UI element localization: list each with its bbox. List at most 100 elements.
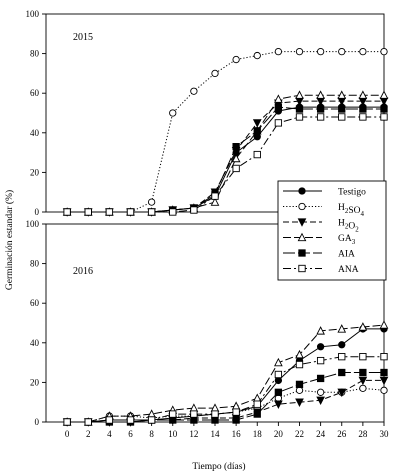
x-tick-label: 14 xyxy=(211,429,221,439)
series-line-h2so4 xyxy=(67,387,385,423)
data-point-aia xyxy=(190,416,198,424)
data-point-h2so4 xyxy=(316,388,325,396)
data-point-ga3 xyxy=(274,94,283,103)
data-point-h2so4 xyxy=(338,47,346,56)
data-point-h2so4 xyxy=(380,47,388,56)
data-point-h2so4 xyxy=(232,55,240,64)
series-line-testigo xyxy=(67,328,384,423)
x-tick-label: 6 xyxy=(128,429,133,439)
data-point-h2so4 xyxy=(211,69,219,78)
series-line-ga3 xyxy=(67,94,384,213)
data-point-h2o2 xyxy=(274,400,283,409)
x-tick-label: 22 xyxy=(295,429,304,439)
legend-marker-testigo xyxy=(298,187,306,195)
data-point-aia xyxy=(211,416,219,424)
data-point-ana xyxy=(232,408,240,416)
series-line-h2o2 xyxy=(67,100,384,213)
data-point-h2so4 xyxy=(380,386,388,394)
data-point-aia xyxy=(359,368,367,377)
y-axis-title: Germinación estandar (%) xyxy=(4,190,15,290)
data-point-ana xyxy=(295,360,304,369)
data-point-aia xyxy=(253,410,261,418)
data-point-aia xyxy=(338,105,346,113)
y-tick-label: 80 xyxy=(30,259,40,269)
data-point-h2so4 xyxy=(169,109,177,117)
data-point-ga3 xyxy=(210,197,220,206)
y-tick-label: 80 xyxy=(30,49,40,59)
series-line-h2o2 xyxy=(67,379,384,423)
legend-label-ga3: GA3 xyxy=(338,234,356,246)
data-point-aia xyxy=(232,416,240,424)
x-tick-label: 10 xyxy=(168,429,178,439)
data-point-ana xyxy=(190,206,198,214)
data-point-ana xyxy=(232,164,240,173)
data-point-ana xyxy=(253,150,261,159)
data-point-testigo xyxy=(338,341,346,349)
data-point-ga3 xyxy=(274,357,283,367)
data-point-ana xyxy=(105,208,114,216)
data-point-ana xyxy=(126,208,135,216)
data-point-ana xyxy=(105,416,114,424)
data-point-aia xyxy=(295,380,304,389)
y-tick-label: 20 xyxy=(30,167,40,177)
data-point-ana xyxy=(147,208,156,216)
data-point-ana xyxy=(338,113,346,121)
data-point-ga3 xyxy=(316,326,325,335)
y-tick-label: 100 xyxy=(26,9,40,19)
data-point-testigo xyxy=(316,343,325,351)
data-point-aia xyxy=(316,374,325,383)
data-point-ana xyxy=(359,113,367,121)
data-point-ga3 xyxy=(358,322,368,331)
data-point-aia xyxy=(169,416,177,424)
data-point-ana xyxy=(338,353,346,361)
data-point-ana xyxy=(211,410,219,418)
data-point-aia xyxy=(380,105,388,113)
data-point-h2o2 xyxy=(295,398,304,407)
data-point-h2so4 xyxy=(253,51,261,60)
legend-label-aia: AIA xyxy=(338,250,355,260)
data-point-ana xyxy=(190,410,198,418)
x-tick-label: 26 xyxy=(337,429,347,439)
data-point-ana xyxy=(63,208,71,216)
data-point-ana xyxy=(253,400,261,408)
data-point-ana xyxy=(84,208,92,216)
legend-marker-aia xyxy=(298,249,306,257)
legend-label-testigo: Testigo xyxy=(338,188,366,198)
data-point-aia xyxy=(232,143,240,151)
y-tick-label: 40 xyxy=(30,338,40,348)
data-point-h2o2 xyxy=(379,97,389,106)
data-point-aia xyxy=(274,103,283,111)
data-point-ga3 xyxy=(379,320,389,329)
legend-label-h2o2: H2O2 xyxy=(338,219,359,234)
x-axis-title: Tiempo (días) xyxy=(192,461,245,472)
data-point-aia xyxy=(338,368,346,377)
x-tick-label: 0 xyxy=(65,429,70,439)
data-point-h2so4 xyxy=(274,394,283,402)
panel-year-label: 2015 xyxy=(73,32,93,43)
data-point-ana xyxy=(147,416,156,424)
data-point-aia xyxy=(359,105,367,113)
data-point-ana xyxy=(63,418,71,426)
data-point-h2so4 xyxy=(359,384,367,392)
y-tick-label: 20 xyxy=(30,377,40,387)
data-point-h2o2 xyxy=(379,376,389,386)
data-point-ga3 xyxy=(147,409,156,418)
data-point-ana xyxy=(169,208,177,216)
data-point-aia xyxy=(295,105,304,113)
data-point-h2o2 xyxy=(252,119,262,128)
data-point-ga3 xyxy=(337,90,347,99)
data-point-ga3 xyxy=(295,90,304,99)
y-tick-label: 100 xyxy=(26,219,40,229)
data-point-aia xyxy=(253,127,261,135)
data-point-h2o2 xyxy=(358,376,368,386)
data-point-ana xyxy=(380,113,388,121)
y-tick-label: 60 xyxy=(30,88,40,98)
data-point-ana xyxy=(316,113,325,121)
plot-frame xyxy=(45,13,385,213)
data-point-ana xyxy=(274,119,283,127)
legend-marker-ga3 xyxy=(297,232,307,242)
data-point-ga3 xyxy=(231,401,241,410)
data-point-ana xyxy=(359,353,367,361)
series-line-ana xyxy=(67,116,384,213)
